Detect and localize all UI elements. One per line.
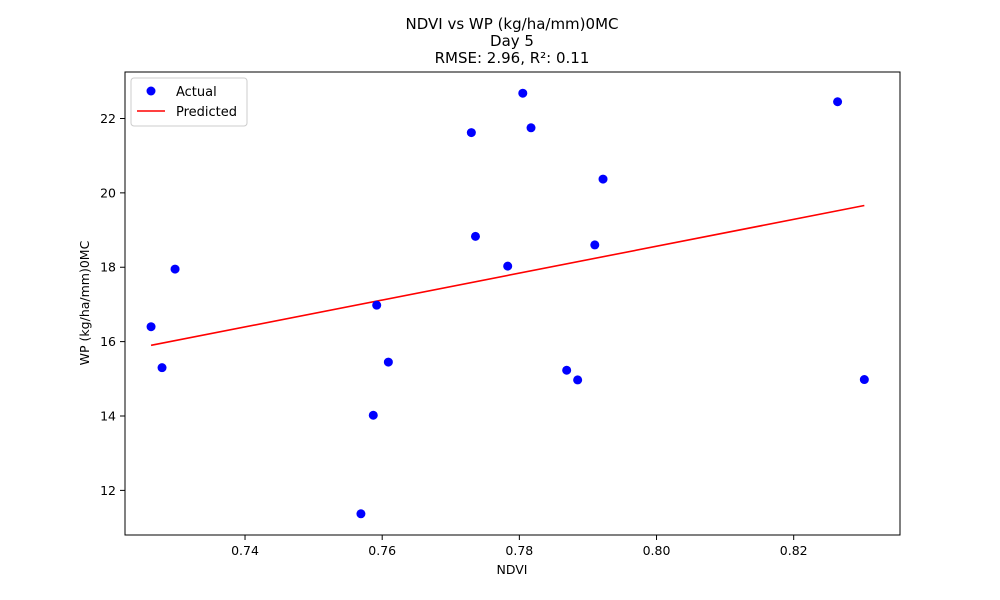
actual-point bbox=[833, 97, 843, 107]
actual-point bbox=[383, 357, 393, 367]
plot-area bbox=[125, 72, 900, 535]
y-axis-label: WP (kg/ha/mm)0MC bbox=[77, 240, 92, 365]
x-tick-label: 0.78 bbox=[505, 543, 533, 558]
y-tick-label: 20 bbox=[100, 185, 116, 200]
chart-title-line-1: NDVI vs WP (kg/ha/mm)0MC bbox=[406, 15, 619, 33]
x-tick-label: 0.82 bbox=[780, 543, 808, 558]
legend-box bbox=[130, 77, 248, 127]
x-tick-label: 0.74 bbox=[231, 543, 259, 558]
y-axis-ticks: 12 14 16 18 20 22 bbox=[100, 111, 125, 498]
y-tick-label: 12 bbox=[100, 483, 116, 498]
actual-point bbox=[372, 300, 382, 310]
y-tick-label: 18 bbox=[100, 260, 116, 275]
legend-actual-label: Actual bbox=[176, 85, 217, 100]
legend-actual-marker bbox=[146, 86, 156, 96]
y-tick-label: 14 bbox=[100, 408, 116, 423]
actual-point bbox=[170, 264, 180, 274]
actual-points-layer bbox=[146, 88, 869, 519]
actual-point bbox=[562, 365, 572, 375]
x-axis-label: NDVI bbox=[497, 562, 528, 577]
actual-point bbox=[518, 88, 528, 98]
actual-point bbox=[526, 123, 536, 133]
actual-point bbox=[573, 375, 583, 385]
predicted-line-layer bbox=[150, 204, 865, 347]
chart-title: NDVI vs WP (kg/ha/mm)0MC Day 5 RMSE: 2.9… bbox=[406, 15, 619, 67]
actual-point bbox=[368, 410, 378, 420]
legend-predicted-label: Predicted bbox=[176, 105, 237, 120]
chart-title-line-3: RMSE: 2.96, R²: 0.11 bbox=[435, 49, 590, 67]
actual-point bbox=[470, 231, 480, 241]
actual-point bbox=[859, 375, 869, 385]
actual-point bbox=[598, 174, 608, 184]
x-tick-label: 0.80 bbox=[643, 543, 671, 558]
y-tick-label: 16 bbox=[100, 334, 116, 349]
predicted-line bbox=[150, 204, 865, 347]
plot-frame bbox=[124, 71, 901, 536]
x-axis-ticks: 0.74 0.76 0.78 0.80 0.82 bbox=[231, 535, 808, 558]
actual-point bbox=[466, 128, 476, 138]
actual-point bbox=[157, 363, 167, 373]
x-tick-label: 0.76 bbox=[368, 543, 396, 558]
y-tick-label: 22 bbox=[100, 111, 116, 126]
actual-point bbox=[503, 261, 513, 271]
chart-title-line-2: Day 5 bbox=[490, 32, 534, 50]
legend: Actual Predicted bbox=[130, 77, 248, 127]
actual-point bbox=[146, 322, 156, 332]
actual-point bbox=[356, 509, 366, 519]
actual-point bbox=[590, 240, 600, 250]
